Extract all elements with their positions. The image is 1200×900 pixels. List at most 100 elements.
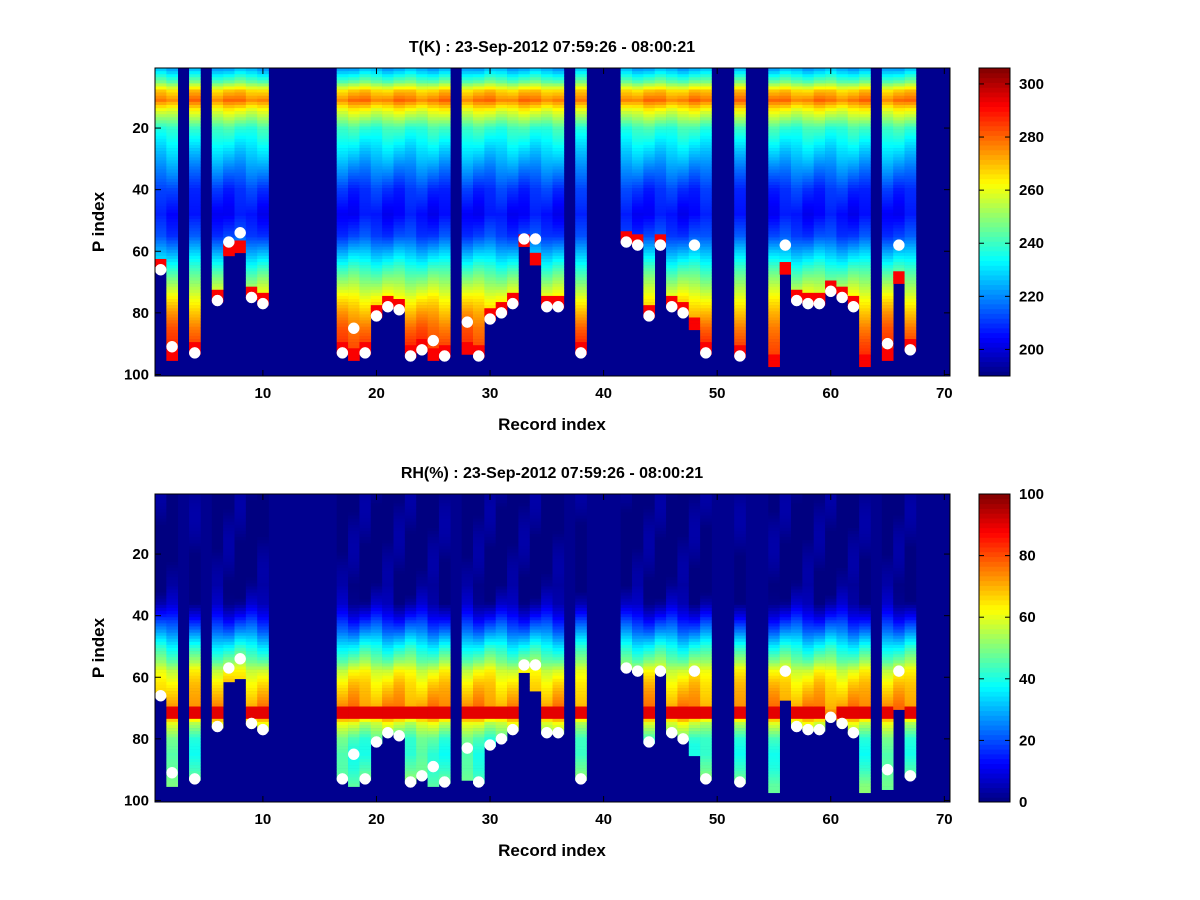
heatmap-cell	[575, 249, 587, 254]
heatmap-cell	[881, 351, 894, 355]
heatmap-cell	[382, 178, 394, 183]
heatmap-cell	[166, 629, 179, 633]
heatmap-cell	[404, 255, 417, 260]
heatmap-cell	[155, 151, 167, 155]
heatmap-cell	[155, 237, 167, 241]
heatmap-cell	[495, 74, 508, 78]
heatmap-cell	[359, 117, 372, 121]
heatmap-cell	[166, 521, 179, 526]
heatmap-cell	[677, 98, 690, 103]
heatmap-cell	[166, 135, 179, 140]
heatmap-cell	[211, 274, 224, 278]
heatmap-cell	[348, 743, 360, 747]
heatmap-cell	[779, 169, 792, 174]
heatmap-cell	[359, 218, 372, 223]
heatmap-cell	[836, 68, 849, 72]
heatmap-cell	[734, 268, 746, 272]
heatmap-cell	[348, 339, 360, 343]
heatmap-cell	[223, 555, 235, 559]
heatmap-cell	[234, 595, 247, 600]
heatmap-cell	[393, 172, 406, 177]
heatmap-cell	[836, 101, 849, 106]
heatmap-cell	[359, 601, 372, 606]
heatmap-cell	[393, 120, 406, 124]
heatmap-cell	[904, 332, 917, 337]
heatmap-cell	[189, 342, 201, 346]
heatmap-cell	[881, 166, 894, 170]
heatmap-cell	[893, 228, 905, 232]
heatmap-cell	[734, 71, 746, 75]
heatmap-cell	[427, 117, 440, 121]
heatmap-cell	[893, 80, 905, 84]
heatmap-cell	[643, 299, 656, 303]
heatmap-cell	[393, 68, 406, 72]
heatmap-cell	[847, 289, 860, 294]
heatmap-cell	[438, 295, 451, 300]
heatmap-cell	[336, 160, 349, 164]
heatmap-cell	[166, 222, 179, 226]
heatmap-cell	[370, 191, 383, 195]
heatmap-cell	[257, 215, 269, 220]
heatmap-cell	[654, 172, 667, 177]
heatmap-cell	[234, 169, 247, 174]
heatmap-cell	[245, 169, 258, 174]
heatmap-cell	[802, 249, 815, 254]
heatmap-cell	[813, 172, 826, 177]
heatmap-cell	[359, 225, 372, 229]
heatmap-cell	[166, 494, 179, 498]
heatmap-cell	[189, 335, 201, 340]
heatmap-cell	[666, 104, 678, 109]
heatmap-cell	[484, 169, 497, 174]
heatmap-cell	[541, 141, 553, 146]
heatmap-cell	[632, 200, 644, 204]
heatmap-cell	[847, 265, 860, 269]
heatmap-cell	[359, 271, 372, 275]
heatmap-cell	[257, 185, 269, 189]
heatmap-cell	[484, 252, 497, 257]
heatmap-cell	[404, 117, 417, 121]
heatmap-cell	[825, 151, 837, 155]
heatmap-cell	[802, 237, 815, 241]
heatmap-cell	[791, 126, 803, 130]
heatmap-cell	[507, 175, 519, 180]
heatmap-cell	[802, 200, 815, 204]
heatmap-cell	[473, 74, 485, 78]
heatmap-cell	[620, 181, 633, 186]
heatmap-cell	[632, 157, 644, 161]
heatmap-cell	[893, 123, 905, 127]
heatmap-cell	[416, 258, 428, 263]
heatmap-cell	[688, 166, 701, 170]
heatmap-cell	[427, 95, 440, 100]
heatmap-cell	[859, 351, 871, 355]
heatmap-cell	[495, 160, 508, 164]
heatmap-cell	[393, 262, 406, 266]
heatmap-cell	[768, 360, 780, 364]
heatmap-cell	[416, 120, 428, 124]
heatmap-cell	[688, 123, 701, 127]
heatmap-cell	[836, 197, 849, 201]
heatmap-cell	[768, 348, 780, 352]
heatmap-cell	[847, 231, 860, 235]
heatmap-cell	[155, 163, 167, 167]
heatmap-cell	[211, 712, 224, 717]
heatmap-cell	[768, 351, 780, 355]
heatmap-cell	[245, 126, 258, 130]
heatmap-cell	[438, 132, 451, 137]
heatmap-cell	[336, 521, 349, 526]
heatmap-cell	[779, 209, 792, 214]
heatmap-cell	[529, 126, 542, 130]
heatmap-cell	[791, 234, 803, 238]
heatmap-cell	[223, 108, 235, 112]
colorbar-segment	[979, 222, 1010, 228]
heatmap-cell	[495, 114, 508, 118]
heatmap-cell	[473, 166, 485, 170]
heatmap-cell	[461, 92, 474, 97]
heatmap-cell	[166, 595, 179, 600]
heatmap-cell	[211, 564, 224, 569]
heatmap-cell	[393, 215, 406, 220]
heatmap-cell	[404, 252, 417, 257]
heatmap-cell	[802, 172, 815, 177]
heatmap-cell	[654, 197, 667, 201]
heatmap-cell	[211, 95, 224, 100]
heatmap-cell	[768, 222, 780, 226]
